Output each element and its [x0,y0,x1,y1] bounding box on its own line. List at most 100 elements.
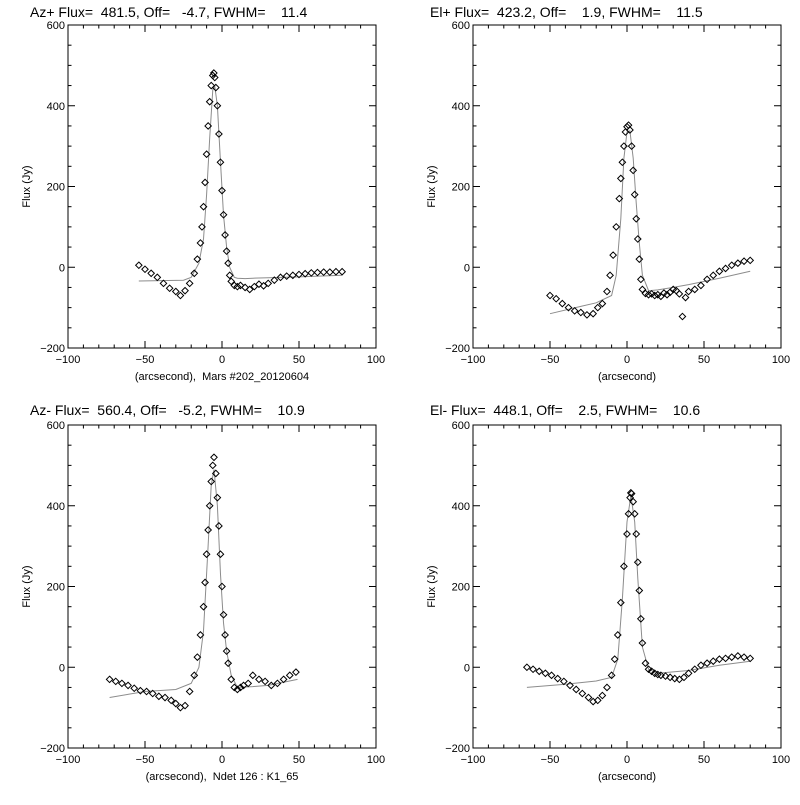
data-point [638,639,647,647]
data-point [636,275,645,284]
y-tick-label: 0 [464,262,470,274]
data-point [606,271,614,280]
data-point [635,255,644,264]
data-point [222,247,231,256]
data-point [216,550,225,559]
data-point [264,279,273,288]
data-point [255,280,263,289]
y-tick-label: −200 [445,343,470,355]
data-point [233,685,242,694]
data-point [547,671,556,680]
y-axis-label: Flux (Jy) [426,565,438,607]
y-axis-label: Flux (Jy) [21,565,33,607]
data-point [185,279,194,288]
data-point [199,202,208,211]
x-axis-label: (arcsecond), Ndet 126 : K1_65 [146,771,299,783]
x-tick-label: 0 [219,754,225,766]
data-point [633,558,642,567]
data-point [185,687,194,696]
data-point [171,287,180,296]
fit-curve [109,469,298,698]
data-point [680,673,688,682]
x-tick-label: 50 [293,754,305,766]
data-point [623,530,631,538]
data-point [715,267,724,276]
y-tick-label: 200 [47,582,65,594]
data-point [610,655,619,664]
x-tick-label: −50 [136,354,155,366]
data-point [319,268,328,277]
data-point [313,268,322,277]
data-point [522,663,531,672]
data-point [603,287,611,296]
y-tick-label: 0 [59,662,65,674]
data-point [661,672,670,681]
x-tick-label: 100 [772,754,790,766]
x-tick-label: −50 [541,754,560,766]
plot-data-area [522,488,755,706]
y-tick-label: 400 [47,501,65,513]
data-point [248,671,257,680]
data-point [559,677,568,686]
data-point [609,251,618,260]
data-point [721,264,730,273]
data-point [666,673,675,682]
data-point [148,689,157,698]
data-point [620,142,628,151]
data-point [218,186,226,195]
data-point [236,281,245,290]
x-axis-label: (arcsecond), Mars #202_20120604 [135,371,309,383]
data-point [292,668,300,677]
data-point [529,665,537,674]
data-point [255,675,263,684]
data-point [245,285,254,294]
data-point [607,671,616,680]
plot-frame [472,424,782,749]
data-point [593,303,602,312]
chart-title: El- Flux= 448.1, Off= 2.5, FWHM= 10.6 [430,402,700,418]
data-point [636,614,645,623]
data-point [740,653,748,662]
data-point [134,261,143,270]
y-tick-label: 0 [464,662,470,674]
data-point [697,281,705,290]
data-point [285,671,294,680]
data-point [205,501,214,510]
x-axis-label: (arcsecond) [598,771,656,783]
data-point [583,310,591,319]
data-point [332,267,340,276]
data-point [553,674,562,683]
data-point [624,509,633,518]
data-point [105,675,114,684]
x-axis-label: (arcsecond) [598,371,656,383]
data-point [261,677,270,686]
data-point [273,679,282,688]
data-point [288,271,297,280]
data-point [204,526,213,534]
data-point [213,493,222,502]
data-point [216,158,225,167]
data-point [325,268,334,277]
data-point [227,675,236,684]
chart-title: Az- Flux= 560.4, Off= -5.2, FWHM= 10.9 [30,402,305,418]
data-point [541,669,550,678]
data-point [552,294,561,303]
data-point [111,677,120,686]
data-point [615,194,624,203]
data-point [678,312,687,321]
y-tick-label: 600 [47,420,65,432]
data-point [209,69,218,77]
data-point [598,691,607,700]
data-point [709,271,718,280]
data-point [629,497,638,506]
data-point [141,265,149,274]
data-point [663,290,671,299]
data-point [224,259,233,268]
data-point [633,235,642,243]
data-point [670,674,679,683]
data-point [181,286,189,295]
data-point [181,701,189,710]
data-point [618,158,627,167]
y-tick-label: 200 [452,582,470,594]
x-tick-label: 50 [698,354,710,366]
